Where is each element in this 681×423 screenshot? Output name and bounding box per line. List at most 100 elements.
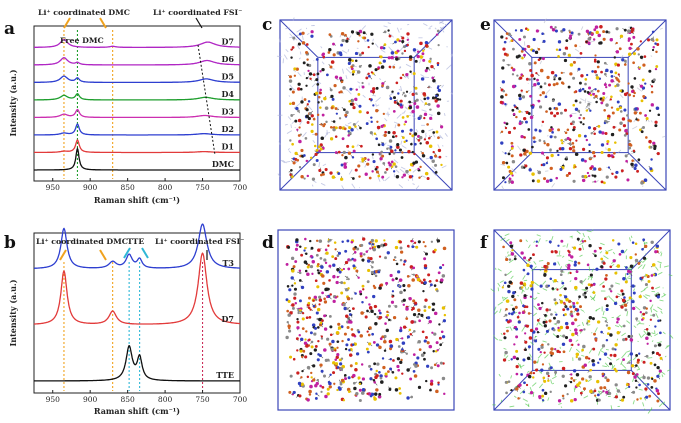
atom bbox=[388, 34, 392, 38]
atom bbox=[644, 311, 648, 315]
atom bbox=[617, 73, 620, 76]
diluent-bond bbox=[446, 64, 452, 70]
diluent-bond bbox=[669, 333, 674, 339]
atom bbox=[293, 67, 297, 71]
atom bbox=[555, 176, 559, 180]
atom bbox=[614, 175, 618, 179]
atom bbox=[322, 124, 326, 128]
atom bbox=[397, 92, 400, 95]
atom bbox=[333, 241, 337, 244]
atom bbox=[329, 373, 332, 376]
atom bbox=[408, 328, 412, 332]
diluent-bond bbox=[437, 144, 440, 148]
atom bbox=[443, 313, 447, 317]
atom bbox=[289, 173, 292, 177]
atom bbox=[321, 291, 324, 295]
atom bbox=[316, 307, 321, 312]
atom bbox=[552, 83, 556, 87]
atom bbox=[578, 81, 582, 85]
atom bbox=[436, 364, 440, 368]
atom bbox=[545, 329, 549, 333]
diluent-bond bbox=[657, 306, 663, 311]
diluent-bond bbox=[517, 362, 522, 368]
diluent-bond bbox=[599, 349, 605, 353]
atom bbox=[631, 300, 635, 304]
atom bbox=[334, 75, 339, 79]
atom bbox=[504, 102, 507, 106]
atom bbox=[327, 51, 331, 54]
diluent-bond bbox=[523, 279, 528, 282]
atom bbox=[326, 387, 330, 391]
x-tick-label-a-3: 800 bbox=[158, 183, 173, 192]
atom bbox=[654, 120, 658, 124]
atom bbox=[300, 376, 303, 379]
atom bbox=[605, 274, 608, 277]
atom bbox=[422, 240, 425, 244]
atom bbox=[523, 294, 527, 298]
atom bbox=[600, 101, 604, 105]
diluent-bond bbox=[439, 20, 444, 24]
atom bbox=[313, 295, 318, 300]
atom bbox=[336, 267, 340, 272]
diluent-bond bbox=[525, 259, 531, 264]
atom bbox=[394, 376, 398, 380]
atom bbox=[329, 171, 333, 175]
atom bbox=[560, 269, 564, 273]
atom bbox=[337, 322, 341, 326]
atom bbox=[347, 61, 351, 66]
diluent-bond bbox=[598, 390, 603, 393]
atom bbox=[572, 305, 576, 309]
diluent-bond bbox=[551, 182, 556, 188]
atom bbox=[437, 381, 440, 384]
atom bbox=[430, 366, 434, 370]
diluent-bond bbox=[539, 268, 543, 272]
atom bbox=[606, 117, 610, 120]
atom bbox=[659, 356, 663, 360]
atom bbox=[622, 324, 626, 328]
atom bbox=[614, 395, 618, 399]
atom bbox=[359, 292, 363, 296]
atom bbox=[412, 48, 417, 52]
diluent-bond bbox=[575, 339, 579, 342]
atom bbox=[378, 61, 382, 65]
atom bbox=[553, 316, 556, 320]
diluent-bond bbox=[617, 293, 622, 296]
atom bbox=[340, 268, 344, 272]
atom bbox=[337, 326, 342, 330]
diluent-bond bbox=[276, 55, 282, 58]
atom bbox=[332, 299, 336, 304]
atom bbox=[302, 349, 306, 353]
atom bbox=[593, 59, 597, 63]
atom bbox=[392, 109, 396, 113]
diluent-bond bbox=[538, 383, 544, 389]
atom bbox=[614, 383, 618, 387]
atom bbox=[430, 64, 434, 69]
annotation-li-dmc-b: Li⁺ coordinated DMC bbox=[36, 237, 128, 246]
atom bbox=[374, 239, 378, 243]
atom bbox=[569, 305, 573, 309]
atom bbox=[505, 257, 509, 262]
atom bbox=[389, 347, 393, 351]
atom bbox=[528, 168, 532, 172]
atom bbox=[352, 373, 356, 378]
atom bbox=[572, 179, 576, 183]
atom bbox=[368, 326, 372, 330]
diluent-bond bbox=[529, 358, 532, 361]
atom bbox=[561, 342, 566, 347]
atom bbox=[648, 69, 652, 73]
atom bbox=[532, 372, 536, 375]
atom bbox=[538, 105, 543, 109]
atom bbox=[295, 337, 299, 341]
atom bbox=[591, 317, 595, 321]
atom bbox=[317, 101, 320, 104]
atom bbox=[338, 358, 342, 362]
atom bbox=[574, 331, 578, 335]
atom bbox=[578, 116, 581, 120]
diluent-bond bbox=[404, 106, 407, 109]
atom bbox=[525, 324, 529, 328]
atom bbox=[649, 167, 653, 171]
atom bbox=[618, 47, 622, 51]
atom bbox=[368, 97, 371, 101]
atom bbox=[609, 70, 614, 74]
diluent-bond bbox=[357, 81, 361, 84]
